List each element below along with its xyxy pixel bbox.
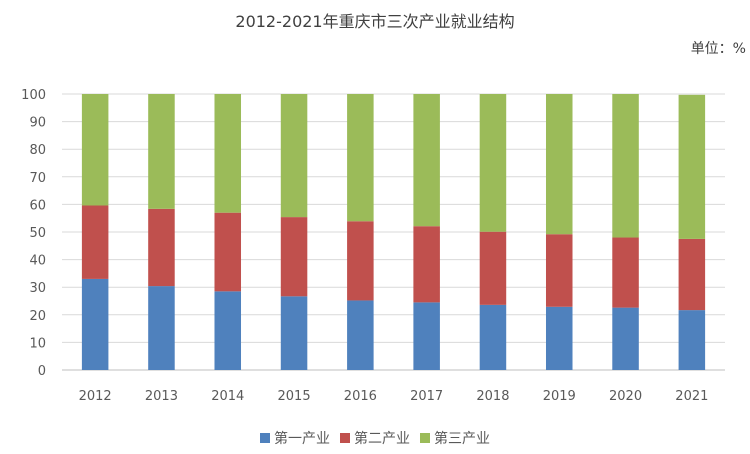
x-tick-label: 2015 xyxy=(278,389,311,404)
x-tick-label: 2019 xyxy=(543,389,576,404)
legend-item-tertiary: 第三产业 xyxy=(420,428,490,448)
x-tick-label: 2017 xyxy=(410,389,443,404)
bar-segment-2014-s0 xyxy=(214,291,242,370)
x-tick-label: 2021 xyxy=(675,389,708,404)
bar-segment-2014-s1 xyxy=(214,212,242,292)
bar-segment-2014-s2 xyxy=(214,94,242,213)
bar-segment-2018-s1 xyxy=(479,231,507,305)
legend-item-secondary: 第二产业 xyxy=(340,428,410,448)
y-tick-label: 0 xyxy=(38,364,46,379)
x-tick-label: 2013 xyxy=(145,389,178,404)
bar-segment-2018-s2 xyxy=(479,94,507,232)
bar-segment-2013-s2 xyxy=(148,94,175,209)
legend-swatch-tertiary xyxy=(420,433,430,443)
bar-segment-2018-s0 xyxy=(479,304,507,370)
y-tick-label: 20 xyxy=(29,309,46,324)
x-tick-label: 2016 xyxy=(344,389,377,404)
x-axis-ticks: 2012 2013 2014 2015 2016 2017 2018 2019 2020 2021 xyxy=(79,389,709,404)
legend: 第一产业 第二产业 第三产业 xyxy=(0,428,750,448)
bar-segment-2013-s0 xyxy=(148,286,175,370)
y-tick-label: 100 xyxy=(21,88,46,103)
bar-segment-2021-s1 xyxy=(678,238,706,311)
bar-segment-2012-s2 xyxy=(81,94,109,206)
y-tick-label: 90 xyxy=(29,116,46,131)
y-tick-label: 40 xyxy=(29,254,46,269)
legend-swatch-primary xyxy=(260,433,270,443)
bar-segment-2015-s0 xyxy=(280,296,308,370)
bar-segment-2016-s2 xyxy=(347,94,374,222)
bar-segment-2020-s1 xyxy=(612,237,639,308)
unit-label: 单位：% xyxy=(690,41,746,57)
y-axis-ticks: 0 10 20 30 40 50 60 70 80 90 100 xyxy=(21,88,46,379)
x-tick-label: 2020 xyxy=(609,389,642,404)
x-tick-label: 2012 xyxy=(79,389,112,404)
legend-label-tertiary: 第三产业 xyxy=(434,431,490,447)
bar-segment-2017-s1 xyxy=(413,226,440,303)
legend-label-secondary: 第二产业 xyxy=(354,431,410,447)
bar-segment-2012-s1 xyxy=(81,205,109,279)
y-tick-label: 70 xyxy=(29,171,46,186)
bar-segment-2016-s0 xyxy=(347,300,374,370)
y-tick-label: 30 xyxy=(29,281,46,296)
bar-segment-2020-s2 xyxy=(612,94,639,238)
y-tick-label: 80 xyxy=(29,143,46,158)
bar-segment-2013-s1 xyxy=(148,208,175,287)
x-tick-label: 2014 xyxy=(211,389,244,404)
bar-segment-2021-s0 xyxy=(678,310,706,370)
x-tick-label: 2018 xyxy=(476,389,509,404)
bar-segment-2021-s2 xyxy=(678,94,706,239)
y-tick-label: 50 xyxy=(29,226,46,241)
chart-title: 2012-2021年重庆市三次产业就业结构 xyxy=(235,12,515,31)
legend-label-primary: 第一产业 xyxy=(274,431,330,447)
bar-segment-2016-s1 xyxy=(347,221,374,301)
bar-segment-2017-s2 xyxy=(413,94,440,227)
bar-segment-2015-s2 xyxy=(280,94,308,218)
bar-segment-2017-s0 xyxy=(413,302,440,370)
y-tick-label: 60 xyxy=(29,198,46,213)
bar-segment-2019-s0 xyxy=(545,306,573,370)
bar-segment-2012-s0 xyxy=(81,278,109,370)
bar-segment-2015-s1 xyxy=(280,217,308,297)
bar-segment-2020-s0 xyxy=(612,307,639,370)
legend-swatch-secondary xyxy=(340,433,350,443)
legend-item-primary: 第一产业 xyxy=(260,428,330,448)
bars xyxy=(81,94,706,370)
bar-segment-2019-s2 xyxy=(545,94,573,235)
bar-segment-2019-s1 xyxy=(545,234,573,307)
y-tick-label: 10 xyxy=(29,336,46,351)
